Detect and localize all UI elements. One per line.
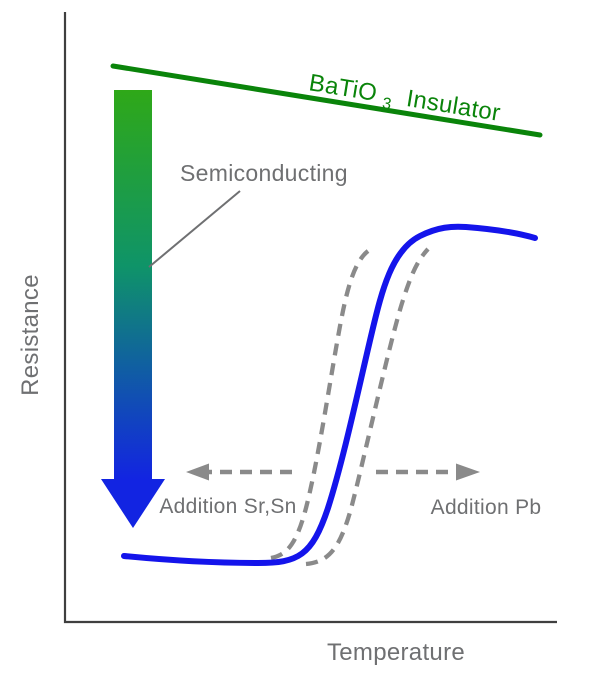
shift-left-arrowhead	[186, 463, 209, 481]
addition-srsn-label: Addition Sr,Sn	[159, 495, 296, 518]
gradient-arrow-bar	[114, 90, 152, 480]
x-axis-label: Temperature	[327, 639, 465, 666]
gradient-arrowhead	[101, 479, 165, 528]
axes-lines	[63, 12, 557, 624]
shift-right-arrowhead	[456, 463, 480, 481]
ptc-curve	[121, 223, 538, 567]
y-axis-label: Resistance	[17, 274, 44, 396]
semiconducting-pointer-line	[148, 190, 241, 268]
shifted-curve-left	[270, 249, 370, 561]
addition-pb-label: Addition Pb	[431, 496, 542, 519]
insulator-label-subscript: 3	[381, 95, 393, 113]
insulator-line	[110, 63, 543, 138]
semiconducting-label: Semiconducting	[180, 160, 348, 186]
